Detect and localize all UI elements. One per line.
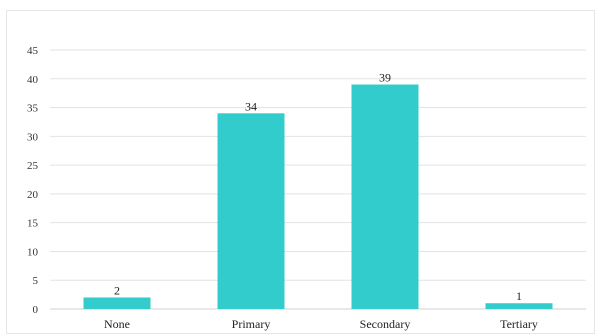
y-tick-label: 30 (27, 131, 39, 143)
x-axis-ticks: None Primary Secondary Tertiary (104, 317, 538, 331)
gridlines (50, 49, 586, 310)
x-tick-label: Tertiary (500, 317, 538, 331)
data-label: 34 (245, 99, 257, 113)
x-tick-label: Secondary (360, 317, 411, 331)
y-tick-label: 10 (27, 246, 39, 258)
data-label: 39 (379, 71, 391, 85)
data-label: 1 (516, 289, 522, 303)
y-tick-label: 5 (33, 275, 39, 287)
data-labels: 2 34 39 1 (114, 71, 522, 304)
bars (83, 84, 553, 310)
y-tick-label: 40 (27, 74, 39, 86)
bar-none (83, 297, 151, 309)
bar-secondary (351, 84, 419, 310)
y-axis-ticks: 0 5 10 15 20 25 30 35 40 45 (27, 45, 39, 316)
y-tick-label: 15 (27, 218, 39, 230)
y-tick-label: 35 (27, 103, 39, 115)
y-tick-label: 20 (27, 189, 39, 201)
bar-primary (217, 113, 285, 309)
y-tick-label: 45 (27, 45, 39, 57)
data-label: 2 (114, 283, 120, 297)
y-tick-label: 0 (33, 304, 39, 316)
bar-tertiary (485, 303, 553, 309)
x-tick-label: None (104, 317, 130, 331)
y-tick-label: 25 (27, 160, 39, 172)
x-tick-label: Primary (232, 317, 271, 331)
